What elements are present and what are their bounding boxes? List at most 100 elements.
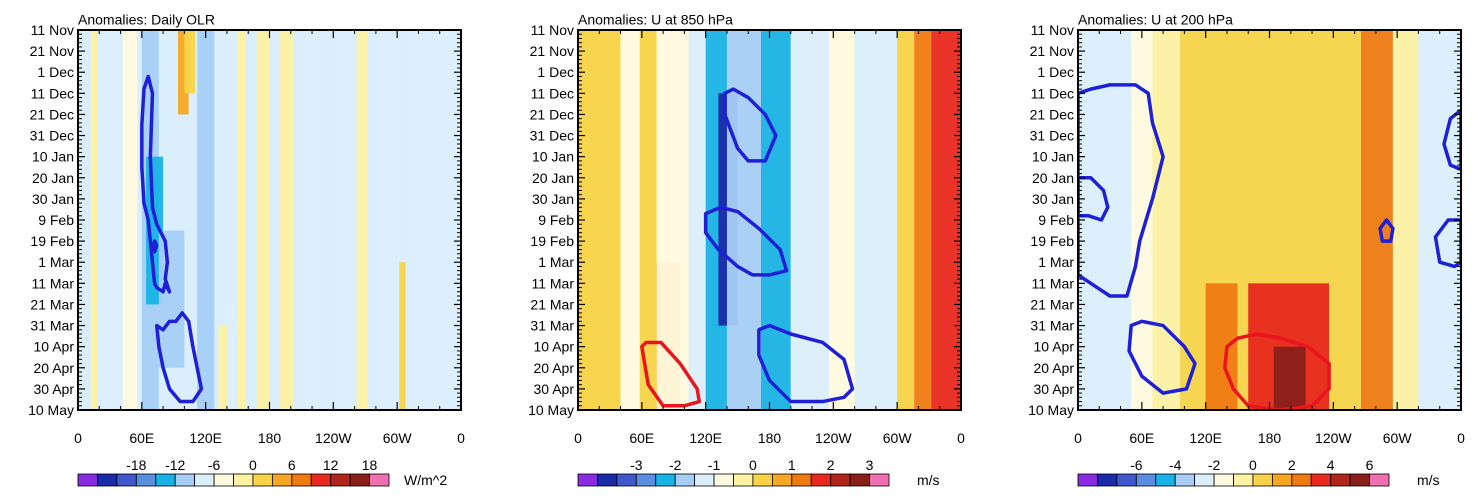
colorbar-label: -12 <box>165 457 185 473</box>
negative-contour-0 <box>140 74 172 294</box>
colorbar-label: 6 <box>1366 457 1374 473</box>
colorbar-label: -18 <box>126 457 146 473</box>
y-tick-label: 1 Dec <box>37 64 74 80</box>
y-tick-label: 11 Mar <box>1031 275 1074 291</box>
y-tick-label: 1 Dec <box>537 64 574 80</box>
shading-band-18 <box>399 262 406 410</box>
y-tick-label: 10 May <box>528 402 574 418</box>
colorbar-swatch <box>233 473 254 487</box>
shading-band-16 <box>356 30 368 410</box>
shading-band-8 <box>1273 346 1306 410</box>
x-tick-label: 180 <box>258 430 282 446</box>
y-tick-label: 21 Nov <box>530 43 574 59</box>
y-tick-label: 1 Mar <box>538 254 574 270</box>
x-tick-label: 60W <box>883 430 913 446</box>
colorbar-label: -6 <box>208 457 221 473</box>
y-tick-label: 21 Nov <box>1030 43 1074 59</box>
shading-band-0 <box>578 30 621 410</box>
colorbar-swatch <box>291 473 312 487</box>
x-tick-label: 60E <box>129 430 154 446</box>
y-tick-label: 21 Dec <box>530 106 574 122</box>
y-tick-label: 10 May <box>1028 402 1074 418</box>
shading-band-14 <box>305 30 319 410</box>
x-tick-label: 60E <box>1129 430 1154 446</box>
shading-band-2 <box>122 30 138 410</box>
y-tick-label: 11 Nov <box>531 22 574 38</box>
y-tick-label: 31 Mar <box>30 318 74 334</box>
colorbar-swatch <box>1369 473 1390 487</box>
shading-band-0 <box>90 30 98 410</box>
x-tick-label: 0 <box>1074 430 1082 446</box>
panel-title: Anomalies: U at 200 hPa <box>1078 11 1233 27</box>
negative-contour-2 <box>757 323 855 404</box>
colorbar-swatch <box>694 473 715 487</box>
y-tick-label: 21 Nov <box>30 43 74 59</box>
colorbar-swatch <box>791 473 812 487</box>
y-tick-label: 31 Mar <box>1030 318 1074 334</box>
y-tick-label: 21 Mar <box>530 296 574 312</box>
y-tick-label: 30 Jan <box>532 191 574 207</box>
colorbar-swatch <box>271 473 293 487</box>
y-tick-label: 31 Dec <box>30 128 74 144</box>
colorbar-swatch <box>1271 473 1293 487</box>
colorbar-swatch <box>810 473 832 487</box>
colorbar-label: 0 <box>249 457 257 473</box>
y-tick-label: 19 Feb <box>30 233 74 249</box>
colorbar-label: 6 <box>288 457 296 473</box>
colorbar-units: W/m^2 <box>404 472 447 488</box>
colorbar-swatch <box>1097 473 1118 487</box>
y-tick-label: 30 Apr <box>34 381 75 397</box>
shading-band-14 <box>914 30 932 410</box>
shading-band-5 <box>1205 283 1238 410</box>
colorbar-swatch <box>194 473 215 487</box>
colorbar-label: 0 <box>1249 457 1257 473</box>
shading-band-11 <box>237 30 247 410</box>
y-tick-label: 10 Jan <box>532 149 574 165</box>
colorbar-label: -1 <box>708 457 721 473</box>
x-tick-label: 180 <box>758 430 782 446</box>
colorbar-swatch <box>1213 473 1234 487</box>
y-tick-label: 21 Mar <box>1030 296 1074 312</box>
y-tick-label: 31 Mar <box>530 318 574 334</box>
colorbar-swatch <box>655 473 676 487</box>
x-tick-label: 60W <box>383 430 413 446</box>
shading-band-10 <box>226 304 236 410</box>
colorbar-swatch <box>213 473 234 487</box>
x-tick-label: 120E <box>1189 430 1222 446</box>
shading-band-9 <box>760 30 791 410</box>
shading-layer <box>90 30 461 410</box>
colorbar-label: 0 <box>749 457 757 473</box>
colorbar-swatch <box>674 473 696 487</box>
colorbar-swatch <box>1291 473 1312 487</box>
colorbar-swatch <box>349 473 370 487</box>
shading-band-11 <box>1392 30 1419 410</box>
shading-band-1 <box>1099 30 1132 410</box>
shading-band-19 <box>409 30 461 410</box>
y-tick-label: 10 Apr <box>34 339 75 355</box>
y-tick-label: 9 Feb <box>1038 212 1074 228</box>
colorbar-units: m/s <box>1417 472 1440 488</box>
colorbar-swatch <box>1310 473 1332 487</box>
colorbar-label: -4 <box>1169 457 1182 473</box>
y-tick-label: 21 Dec <box>30 106 74 122</box>
colorbar-swatch <box>849 473 870 487</box>
y-tick-label: 11 Dec <box>1031 85 1074 101</box>
colorbar-units: m/s <box>917 472 940 488</box>
positive-contour-6 <box>1223 332 1331 410</box>
colorbar-label: -3 <box>630 457 643 473</box>
shading-band-3 <box>1152 30 1181 410</box>
y-tick-label: 11 Nov <box>31 22 74 38</box>
colorbar-swatch <box>77 473 98 487</box>
shading-band-4 <box>656 30 689 410</box>
colorbar-swatch <box>869 473 890 487</box>
y-tick-label: 30 Jan <box>1032 191 1074 207</box>
shading-band-17 <box>375 30 396 410</box>
y-tick-label: 9 Feb <box>38 212 74 228</box>
colorbar-swatch <box>174 473 196 487</box>
x-tick-label: 180 <box>1258 430 1282 446</box>
negative-contour-1 <box>703 205 789 277</box>
panel-title: Anomalies: U at 850 hPa <box>578 11 733 27</box>
shading-band-0 <box>1078 30 1100 410</box>
colorbar-swatch <box>97 473 118 487</box>
